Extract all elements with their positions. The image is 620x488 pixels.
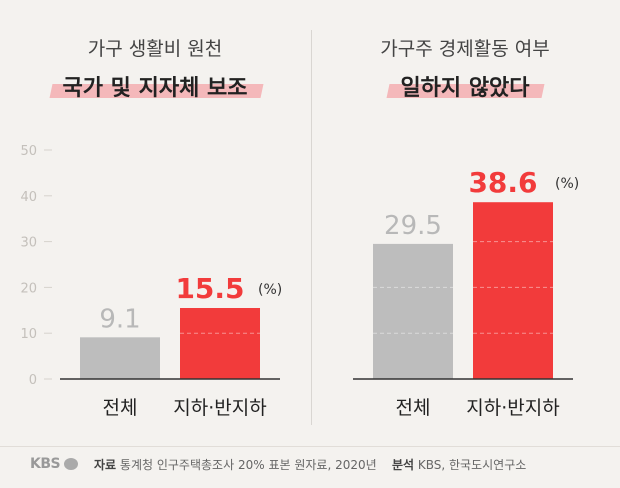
- panel-title-right: 가구주 경제활동 여부: [380, 38, 550, 60]
- data-label-0-1: 15.5: [175, 272, 244, 305]
- kbs-logo: KBS: [30, 456, 61, 472]
- y-tick-label-1: 10: [20, 327, 37, 342]
- kbs-logo-icon: [64, 458, 78, 470]
- chart-area: 0 10 20 30 40 50 9.1 전체 15.5 (%) 지하·반지하 29.5 전체 38.6 (…: [20, 144, 579, 419]
- data-label-1-0: 29.5: [384, 211, 442, 241]
- y-tick-label-2: 20: [20, 281, 37, 296]
- panel-divider: [311, 30, 312, 425]
- y-tick-label-5: 50: [20, 144, 37, 159]
- x-tick-label-0-1: 지하·반지하: [173, 397, 266, 419]
- panel-title-left: 가구 생활비 원천: [87, 38, 223, 60]
- source-label: 자료: [94, 458, 117, 472]
- data-label-0-0: 9.1: [99, 304, 140, 334]
- unit-label-1: (%): [555, 176, 579, 192]
- x-tick-label-1-1: 지하·반지하: [466, 397, 559, 419]
- analysis-label: 분석: [391, 458, 415, 472]
- bar-1-1: [473, 202, 553, 379]
- footer: KBS 자료 통계청 인구주택총조사 20% 표본 원자료, 2020년 분석 …: [0, 446, 620, 488]
- x-tick-label-1-0: 전체: [396, 397, 431, 419]
- y-tick-label-4: 40: [20, 190, 37, 205]
- x-tick-label-0-0: 전체: [103, 397, 138, 419]
- bar-0-1: [180, 308, 260, 379]
- bar-0-0: [80, 337, 160, 379]
- bar-1-0: [373, 243, 453, 379]
- panel-subtitle-right-wrap: 일하지 않았다: [310, 70, 620, 102]
- panel-subtitle-left-wrap: 국가 및 지자체 보조: [0, 70, 310, 102]
- data-label-1-1: 38.6: [468, 166, 537, 199]
- y-tick-label-3: 30: [20, 236, 37, 251]
- unit-label-0: (%): [258, 282, 282, 298]
- panel-subtitle-right: 일하지 않았다: [400, 76, 530, 101]
- source-note: 자료 통계청 인구주택총조사 20% 표본 원자료, 2020년 분석 KBS,…: [94, 456, 526, 473]
- source-text: 통계청 인구주택총조사 20% 표본 원자료, 2020년: [119, 458, 377, 472]
- y-tick-label-0: 0: [29, 373, 37, 388]
- panel-subtitle-left: 국가 및 지자체 보조: [62, 76, 248, 101]
- analysis-text: KBS, 한국도시연구소: [417, 458, 527, 472]
